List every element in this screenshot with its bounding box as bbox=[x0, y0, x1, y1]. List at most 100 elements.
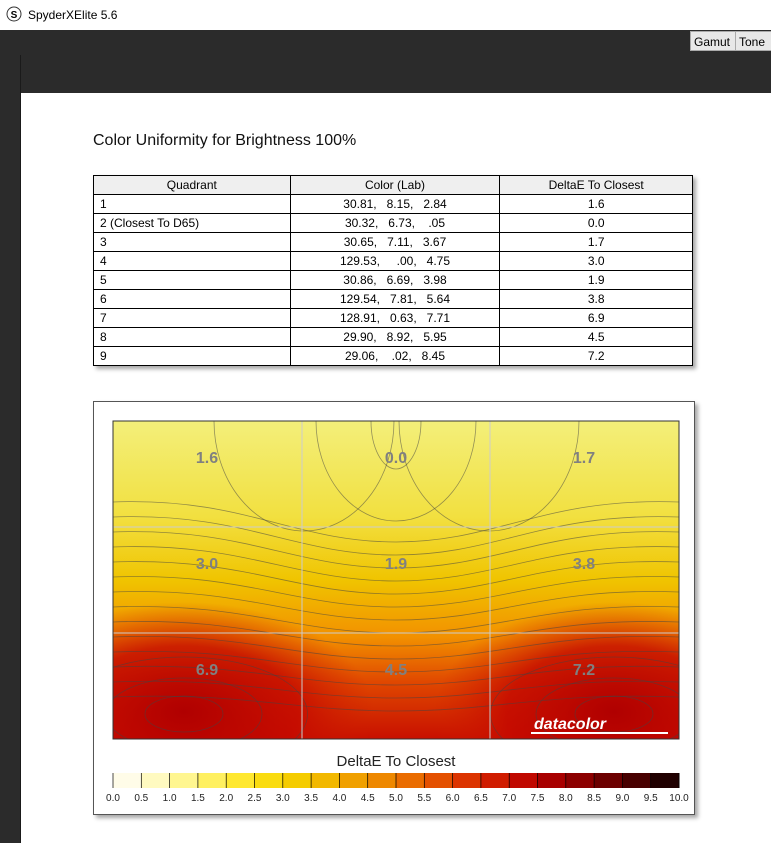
table-cell: 1.6 bbox=[499, 194, 693, 214]
contour bbox=[370, 421, 422, 470]
column-header: Quadrant bbox=[93, 175, 291, 195]
title-bar: S SpyderXElite 5.6 bbox=[0, 0, 771, 30]
table-cell: 7 bbox=[93, 308, 291, 328]
uniformity-chart: datacolor DeltaE To Closest 0.0 0.5 1.0 1.5… bbox=[93, 401, 695, 815]
column-header: Color (Lab) bbox=[289, 175, 501, 195]
colorbar-swatch bbox=[282, 773, 312, 788]
table-row: 7 128.91, 0.63, 7.71 6.9 bbox=[93, 308, 693, 328]
table-row: 2 (Closest To D65) 30.32, 6.73, .05 0.0 bbox=[93, 213, 693, 233]
colorbar-swatch bbox=[311, 773, 340, 788]
contour bbox=[113, 677, 263, 739]
colorbar-tick-label: 5.0 bbox=[389, 793, 403, 804]
colorbar-tick-label: 4.5 bbox=[361, 793, 375, 804]
colorbar-swatch bbox=[424, 773, 454, 788]
header-row: Quadrant Color (Lab) DeltaE To Closest bbox=[93, 175, 693, 195]
table-cell: 6.9 bbox=[499, 308, 693, 328]
quadrant-label: 1.7 bbox=[573, 450, 595, 467]
colorbar-swatch bbox=[565, 773, 595, 788]
tab[interactable]: Tone F bbox=[735, 31, 771, 51]
quadrant-label: 1.6 bbox=[196, 450, 218, 467]
report-title: Color Uniformity for Brightness 100% bbox=[93, 132, 357, 149]
quadrant-label: 7.2 bbox=[573, 662, 595, 679]
colorbar-tick-label: 1.0 bbox=[163, 793, 177, 804]
side-strip bbox=[0, 55, 21, 843]
contour bbox=[113, 680, 679, 699]
contour bbox=[113, 546, 679, 582]
table-cell: 30.65, 7.11, 3.67 bbox=[289, 232, 501, 252]
heatmap: datacolor DeltaE To Closest 0.0 0.5 1.0 1.5… bbox=[93, 401, 695, 815]
plot-frame bbox=[112, 420, 680, 740]
legend-title: DeltaE To Closest bbox=[337, 753, 457, 770]
contour bbox=[113, 695, 679, 712]
tab[interactable]: Gamut bbox=[690, 31, 736, 51]
watermark: datacolor bbox=[534, 716, 607, 733]
table-row: 3 30.65, 7.11, 3.67 1.7 bbox=[93, 232, 693, 252]
colorbar-swatch bbox=[537, 773, 567, 788]
colorbar-swatch bbox=[141, 773, 171, 788]
table-cell: 1.9 bbox=[499, 270, 693, 290]
colorbar-tick-label: 4.0 bbox=[332, 793, 346, 804]
table-cell: 3 bbox=[93, 232, 291, 252]
colorbar-swatch bbox=[367, 773, 397, 788]
table-cell: 7.2 bbox=[499, 346, 693, 366]
table-row: 5 30.86, 6.69, 3.98 1.9 bbox=[93, 270, 693, 290]
table-row: 8 29.90, 8.92, 5.95 4.5 bbox=[93, 327, 693, 347]
table-row: 4 129.53, .00, 4.75 3.0 bbox=[93, 251, 693, 271]
contour bbox=[113, 576, 679, 608]
colorbar-swatch bbox=[480, 773, 510, 788]
table-row: 6 129.54, 7.81, 5.64 3.8 bbox=[93, 289, 693, 309]
colorbar-swatch bbox=[509, 773, 538, 788]
colorbar-tick-label: 8.0 bbox=[559, 793, 573, 804]
contour bbox=[144, 695, 224, 733]
table-cell: 4 bbox=[93, 251, 291, 271]
colorbar-tick-label: 2.5 bbox=[248, 793, 262, 804]
colorbar-tick-label: 0.0 bbox=[106, 793, 120, 804]
colorbar-tick-label: 5.5 bbox=[417, 793, 431, 804]
table-cell: 29.90, 8.92, 5.95 bbox=[289, 327, 501, 347]
contour bbox=[213, 421, 395, 532]
table-cell: 3.0 bbox=[499, 251, 693, 271]
table-row: 9 29.06, .02, 8.45 7.2 bbox=[93, 346, 693, 366]
table-cell: 30.32, 6.73, .05 bbox=[289, 213, 501, 233]
colorbar-swatch bbox=[396, 773, 425, 788]
table-cell: 6 bbox=[93, 289, 291, 309]
table-cell: 4.5 bbox=[499, 327, 693, 347]
colorbar-tick-label: 6.5 bbox=[474, 793, 488, 804]
watermark-bar bbox=[531, 732, 668, 734]
table-cell: 128.91, 0.63, 7.71 bbox=[289, 308, 501, 328]
column-header: DeltaE To Closest bbox=[499, 175, 693, 195]
contour bbox=[315, 421, 477, 522]
colorbar-swatch bbox=[452, 773, 482, 788]
quadrant-label: 3.0 bbox=[196, 556, 218, 573]
colorbar-swatch bbox=[594, 773, 623, 788]
table-row: 1 30.81, 8.15, 2.84 1.6 bbox=[93, 194, 693, 214]
colorbar-tick-label: 8.5 bbox=[587, 793, 601, 804]
contour bbox=[113, 531, 679, 569]
contour bbox=[113, 665, 679, 686]
colorbar-swatch bbox=[226, 773, 255, 788]
colorbar-tick-label: 2.0 bbox=[219, 793, 233, 804]
table-cell: 30.86, 6.69, 3.98 bbox=[289, 270, 501, 290]
colorbar-tick-label: 6.0 bbox=[446, 793, 460, 804]
window-title: SpyderXElite 5.6 bbox=[28, 8, 118, 22]
colorbar-swatch bbox=[197, 773, 227, 788]
uniformity-table: Quadrant Color (Lab) DeltaE To Closest 1 30… bbox=[93, 175, 693, 366]
colorbar-swatch bbox=[113, 773, 142, 788]
colorbar-swatch bbox=[650, 773, 680, 788]
contour bbox=[113, 591, 679, 621]
table-cell: 5 bbox=[93, 270, 291, 290]
contour bbox=[113, 501, 679, 543]
contour bbox=[113, 561, 679, 595]
table-cell: 29.06, .02, 8.45 bbox=[289, 346, 501, 366]
colorbar-tick-label: 3.0 bbox=[276, 793, 290, 804]
table-cell: 1 bbox=[93, 194, 291, 214]
colorbar-tick-label: 7.0 bbox=[502, 793, 516, 804]
colorbar-swatch bbox=[622, 773, 652, 788]
colorbar-tick-label: 10.0 bbox=[669, 793, 689, 804]
colorbar-swatch bbox=[169, 773, 199, 788]
heatmap-field bbox=[113, 421, 679, 739]
contour bbox=[113, 650, 679, 673]
colorbar-swatch bbox=[254, 773, 284, 788]
contour bbox=[113, 516, 679, 556]
